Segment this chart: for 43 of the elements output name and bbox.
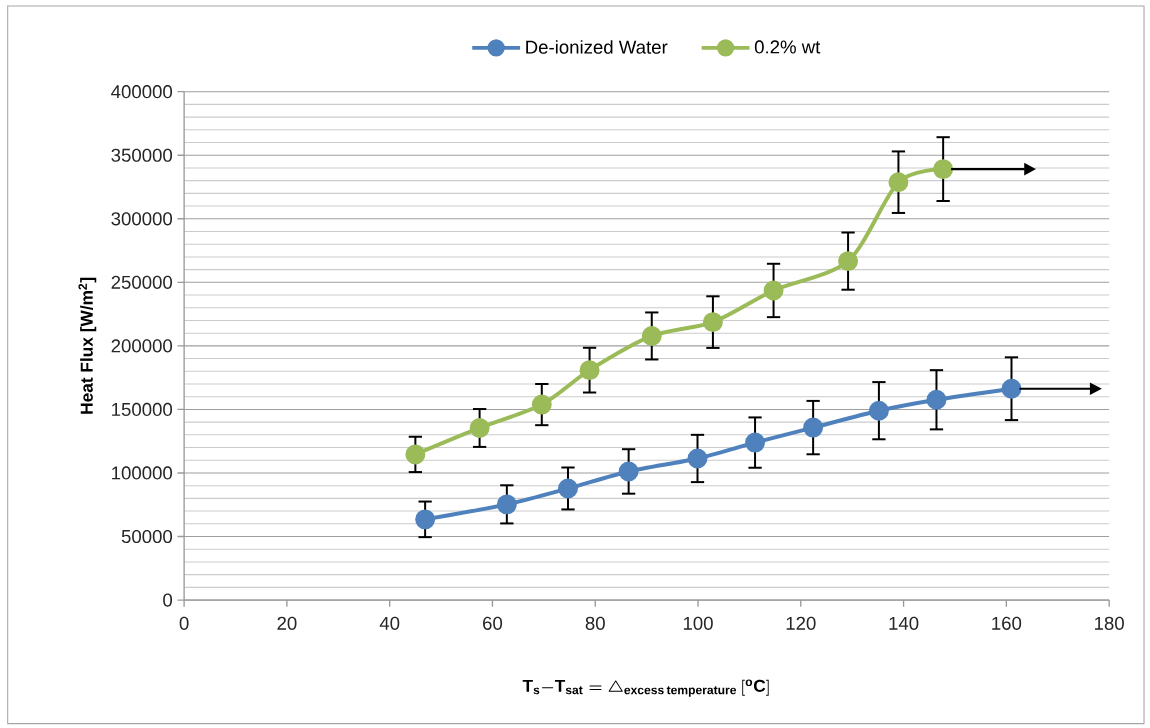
x-tick-label: 180 bbox=[1095, 616, 1124, 631]
y-tick-label: 350000 bbox=[111, 148, 173, 162]
x-tick-label: 60 bbox=[483, 616, 503, 631]
y-tick-label: 400000 bbox=[111, 85, 173, 99]
point bbox=[618, 461, 639, 482]
point bbox=[745, 432, 766, 453]
y-tick-label: 300000 bbox=[111, 212, 173, 226]
x-tick-label: 120 bbox=[786, 616, 816, 631]
point bbox=[415, 509, 436, 530]
y-tick-label: 0 bbox=[163, 593, 173, 607]
point bbox=[1001, 378, 1022, 399]
point bbox=[933, 159, 954, 180]
y-tick-label: 250000 bbox=[111, 275, 173, 290]
point bbox=[558, 478, 578, 499]
x-tick-label: 160 bbox=[992, 616, 1022, 631]
y-axis-title: Heat Flux [W/m$^{2}$] bbox=[78, 278, 97, 414]
point bbox=[579, 360, 600, 381]
point bbox=[405, 444, 426, 465]
legend-label: 0.2% wt bbox=[754, 40, 821, 54]
point bbox=[531, 394, 552, 415]
x-tick-label: 100 bbox=[683, 616, 713, 631]
point bbox=[868, 400, 889, 421]
point bbox=[763, 280, 784, 301]
point bbox=[496, 494, 517, 515]
y-tick-label: 50000 bbox=[121, 530, 173, 544]
y-tick-label: 150000 bbox=[112, 402, 173, 417]
point bbox=[641, 326, 662, 347]
y-tick-label: 200000 bbox=[111, 339, 173, 353]
point bbox=[838, 251, 859, 272]
point bbox=[469, 418, 490, 439]
x-axis-title: $\mathrm{T}_{\mathrm{s}}{-}\mathrm{T}_{\mathrm{sat}} = \triangle_{\mathrm{excess}\,\mathrm{temperature}}\,[^{\mathrm{o}}\mathrm{C}]$ bbox=[522, 679, 769, 697]
x-tick-label: 80 bbox=[585, 616, 605, 631]
legend-label: De-ionized Water bbox=[526, 40, 668, 54]
point bbox=[926, 389, 947, 410]
point bbox=[687, 448, 708, 469]
point bbox=[803, 417, 824, 438]
x-tick-label: 20 bbox=[277, 616, 297, 631]
x-tick-label: 40 bbox=[379, 616, 400, 631]
point bbox=[702, 312, 723, 333]
y-tick-label: 100000 bbox=[112, 466, 173, 480]
point bbox=[888, 172, 909, 193]
x-tick-label: 140 bbox=[889, 616, 919, 631]
x-tick-label: 0 bbox=[179, 616, 189, 631]
